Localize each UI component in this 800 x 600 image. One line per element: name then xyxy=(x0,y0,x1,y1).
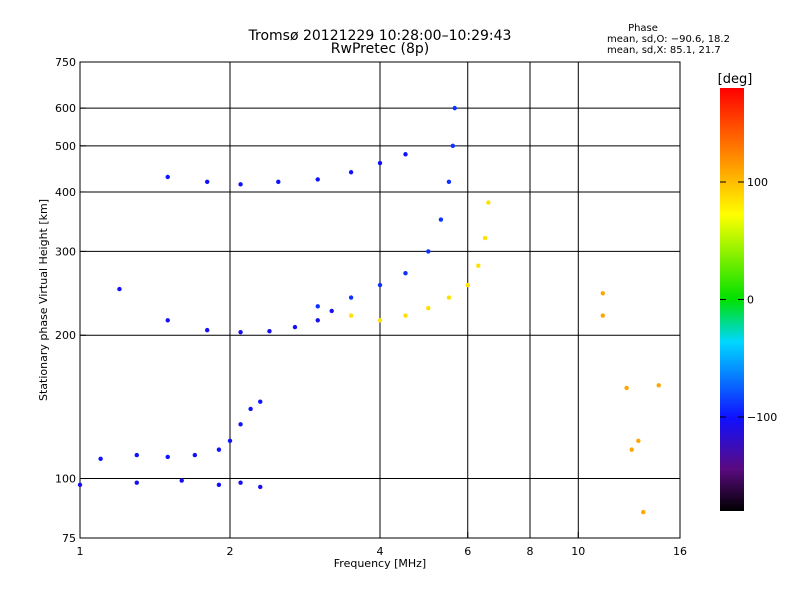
echo-point xyxy=(426,249,431,254)
echo-point xyxy=(377,282,383,288)
echo-point xyxy=(348,313,354,318)
x-axis-label: Frequency [MHz] xyxy=(334,557,426,570)
echo-point xyxy=(216,482,222,488)
x-tick-label: 10 xyxy=(571,545,585,558)
echo-point xyxy=(348,170,354,175)
echo-point xyxy=(656,383,661,388)
echo-point xyxy=(238,182,243,187)
echo-point xyxy=(267,328,272,334)
x-tick-label: 1 xyxy=(77,545,84,558)
data-points xyxy=(77,105,661,515)
echo-point xyxy=(238,422,243,427)
echo-point xyxy=(204,327,210,333)
echo-point xyxy=(248,406,253,412)
echo-point xyxy=(227,438,233,444)
echo-point xyxy=(258,484,263,490)
y-tick-label: 75 xyxy=(62,532,76,545)
echo-point xyxy=(600,291,606,296)
x-tick-label: 2 xyxy=(227,545,234,558)
echo-point xyxy=(450,143,456,149)
echo-point xyxy=(426,305,431,311)
echo-point xyxy=(315,304,320,309)
x-tick-label: 16 xyxy=(673,545,687,558)
echo-point xyxy=(258,399,263,404)
colorbar-tick-label: 0 xyxy=(747,294,754,307)
echo-point xyxy=(165,454,170,460)
chart-subtitle: RwPretec (8p) xyxy=(331,41,429,57)
echo-point xyxy=(98,456,103,462)
echo-point xyxy=(165,174,170,180)
axis-ticks: 1 2 4 6 8 10 16 75 100 200 300 400 500 600 750 xyxy=(55,56,687,558)
echo-point xyxy=(636,438,641,444)
x-tick-label: 8 xyxy=(527,545,534,558)
chart-title: Tromsø 20121229 10:28:00–10:29:43 xyxy=(248,28,512,44)
colorbar-tick-label: 100 xyxy=(747,176,768,189)
y-tick-label: 600 xyxy=(55,102,76,115)
echo-point xyxy=(482,235,488,241)
y-axis-label: Stationary phase Virtual Height [km] xyxy=(37,199,50,401)
echo-point xyxy=(315,318,320,323)
echo-point xyxy=(624,385,629,391)
y-tick-label: 100 xyxy=(55,473,76,486)
echo-point xyxy=(446,179,452,185)
x-tick-label: 4 xyxy=(377,545,384,558)
echo-point xyxy=(165,318,170,323)
echo-point xyxy=(216,447,222,452)
echo-point xyxy=(600,313,606,318)
echo-point xyxy=(377,318,383,323)
echo-point xyxy=(377,160,383,166)
echo-point xyxy=(486,200,491,205)
x-tick-label: 6 xyxy=(464,545,471,558)
stats-x-mode: mean, sd,X: 85.1, 21.7 xyxy=(607,45,721,56)
echo-point xyxy=(134,480,139,485)
echo-point xyxy=(315,177,320,182)
echo-point xyxy=(192,452,198,458)
echo-point xyxy=(179,478,184,483)
echo-point xyxy=(276,179,281,185)
echo-point xyxy=(134,452,139,458)
echo-point xyxy=(329,308,334,314)
echo-point xyxy=(476,263,481,268)
echo-point xyxy=(452,105,457,111)
y-tick-label: 300 xyxy=(55,245,76,258)
y-tick-label: 400 xyxy=(55,186,76,199)
colorbar-label: [deg] xyxy=(718,72,753,87)
echo-point xyxy=(238,480,243,485)
echo-point xyxy=(238,329,243,335)
echo-point xyxy=(117,286,122,292)
colorbar-tick-label: −100 xyxy=(747,411,777,424)
echo-point xyxy=(403,313,408,318)
stats-heading: Phase xyxy=(628,23,658,34)
echo-point xyxy=(403,152,408,157)
echo-point xyxy=(629,447,634,452)
echo-point xyxy=(446,295,452,300)
y-tick-label: 750 xyxy=(55,56,76,69)
y-tick-label: 500 xyxy=(55,140,76,153)
y-tick-label: 200 xyxy=(55,329,76,342)
echo-point xyxy=(403,271,408,276)
echo-point xyxy=(77,482,83,488)
echo-point xyxy=(348,295,354,300)
echo-point xyxy=(465,282,470,288)
grid-lines xyxy=(80,62,680,538)
echo-point xyxy=(641,509,646,515)
colorbar-ticks: 100 0 −100 xyxy=(720,176,777,424)
echo-point xyxy=(292,324,298,330)
stats-o-mode: mean, sd,O: −90.6, 18.2 xyxy=(607,34,730,45)
echo-point xyxy=(204,179,210,185)
echo-point xyxy=(438,217,444,222)
